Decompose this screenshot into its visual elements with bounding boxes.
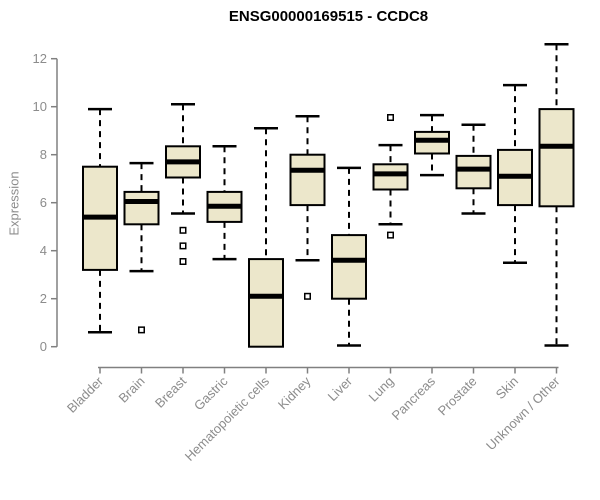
box-skin <box>497 83 533 264</box>
box-pancreas <box>414 113 450 177</box>
iqr-box <box>289 153 326 207</box>
chart-title: ENSG00000169515 - CCDC8 <box>228 8 429 25</box>
outlier-point <box>179 258 187 265</box>
x-tick-label-unknown-other: Unknown / Other <box>483 373 563 453</box>
x-tick-label-pancreas: Pancreas <box>389 373 439 423</box>
y-tick-label-4: 4 <box>40 243 47 258</box>
outlier-point <box>387 231 394 239</box>
x-tick-label-bladder: Bladder <box>64 373 107 416</box>
y-tick-label-6: 6 <box>40 195 47 210</box>
outlier-point <box>138 326 145 334</box>
iqr-box <box>331 234 367 300</box>
box-liver <box>331 166 367 347</box>
y-tick-label-10: 10 <box>33 99 47 114</box>
iqr-box <box>455 154 492 190</box>
x-tick-label-skin: Skin <box>493 374 521 402</box>
x-tick-label-prostate: Prostate <box>435 374 480 419</box>
x-tick-label-kidney: Kidney <box>275 373 314 412</box>
outlier-point <box>179 242 187 250</box>
box-bladder <box>82 107 118 334</box>
outlier-point <box>387 114 394 121</box>
box-unknown-other <box>538 43 575 347</box>
iqr-box <box>372 163 409 191</box>
x-tick-label-brain: Brain <box>116 374 148 406</box>
box-gastric <box>206 145 243 261</box>
iqr-box <box>123 190 160 226</box>
x-tick-label-gastric: Gastric <box>191 373 231 413</box>
box-kidney <box>289 115 326 300</box>
y-tick-label-12: 12 <box>33 51 47 66</box>
iqr-box <box>248 258 284 348</box>
iqr-box <box>538 108 575 208</box>
x-tick-label-lung: Lung <box>366 374 397 405</box>
x-tick-label-breast: Breast <box>152 373 189 410</box>
box-lung <box>372 114 409 239</box>
box-hematopoietic-cells <box>248 127 284 348</box>
y-tick-label-8: 8 <box>40 147 47 162</box>
box-breast <box>165 103 201 265</box>
outlier-point <box>179 226 187 234</box>
y-tick-label-0: 0 <box>40 339 47 354</box>
outlier-point <box>304 292 311 300</box>
box-brain <box>123 161 160 334</box>
box-prostate <box>455 123 492 215</box>
x-tick-label-liver: Liver <box>325 373 356 404</box>
y-tick-label-2: 2 <box>40 291 47 306</box>
